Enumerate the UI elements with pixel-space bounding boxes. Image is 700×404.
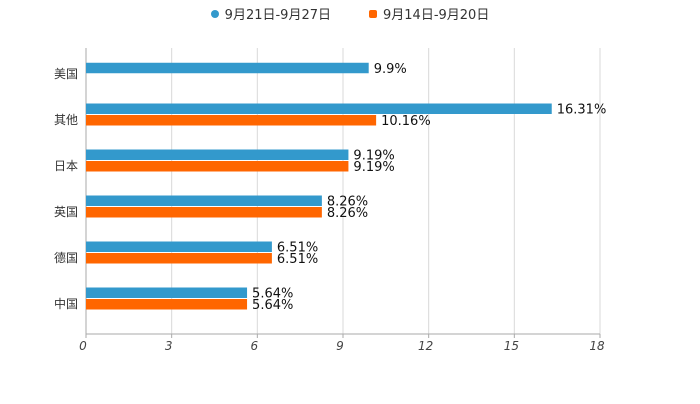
- legend-label-series-1: 9月21日-9月27日: [224, 8, 331, 23]
- legend-label-series-2: 9月14日-9月20日: [383, 8, 490, 23]
- x-tick-label: 9: [336, 339, 344, 353]
- category-label: 其他: [54, 113, 78, 127]
- bar-series-1: [86, 241, 272, 252]
- data-label: 9.19%: [353, 160, 394, 175]
- data-label: 6.51%: [277, 241, 318, 256]
- category-label: 日本: [54, 159, 78, 173]
- x-tick-label: 12: [418, 339, 433, 353]
- data-label: 16.31%: [557, 103, 607, 118]
- data-label: 5.64%: [252, 287, 293, 302]
- data-label: 9.9%: [374, 62, 407, 77]
- x-tick-label: 15: [504, 339, 519, 353]
- bar-series-1: [86, 62, 369, 74]
- bar-series-1: [86, 287, 248, 298]
- bar-series-2: [86, 115, 377, 126]
- bar-series-1: [86, 103, 552, 114]
- bar-series-2: [86, 299, 248, 310]
- bar-series-2: [86, 253, 272, 264]
- x-tick-label: 6: [251, 339, 259, 353]
- x-tick-label: 3: [165, 339, 173, 353]
- legend-marker-series-2: [369, 9, 377, 18]
- category-label: 中国: [54, 296, 78, 311]
- data-label: 10.16%: [381, 114, 431, 129]
- data-label: 8.26%: [327, 206, 368, 221]
- bar-series-1: [86, 195, 322, 206]
- data-label: 6.51%: [277, 252, 318, 267]
- x-tick-label: 18: [589, 339, 605, 353]
- legend-item-series-1[interactable]: 9月21日-9月27日: [210, 4, 331, 23]
- data-label: 5.64%: [252, 298, 293, 313]
- category-label: 美国: [54, 67, 78, 81]
- data-label: 8.26%: [327, 195, 368, 210]
- category-label: 德国: [54, 250, 78, 265]
- legend: 9月21日-9月27日 9月14日-9月20日: [0, 4, 700, 23]
- x-tick-label: 0: [79, 339, 87, 353]
- legend-item-series-2[interactable]: 9月14日-9月20日: [369, 4, 489, 23]
- category-label: 英国: [54, 205, 78, 219]
- bar-series-1: [86, 149, 349, 160]
- legend-marker-series-1: [210, 9, 219, 18]
- data-label: 9.19%: [353, 149, 394, 164]
- bar-series-2: [86, 207, 322, 218]
- bar-series-2: [86, 161, 349, 172]
